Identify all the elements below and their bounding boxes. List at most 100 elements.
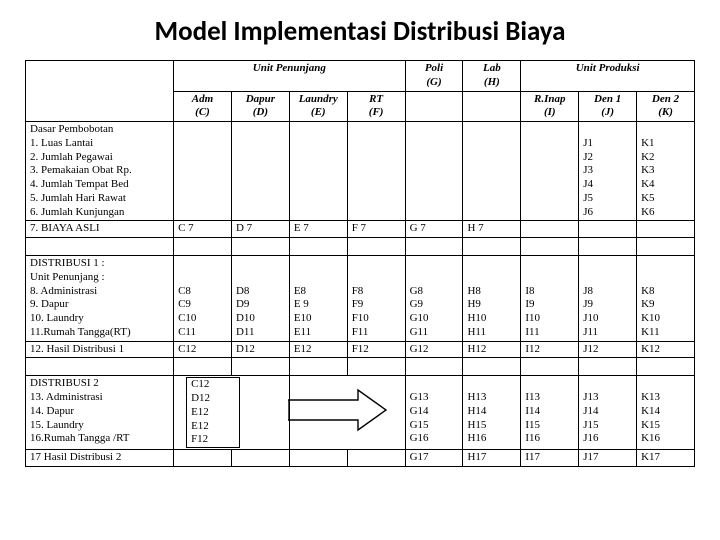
dist2-title: DISTRIBUSI 2 <box>30 377 169 391</box>
cell: F11 <box>352 326 401 340</box>
dasar-row: 4. Jumlah Tempat Bed <box>30 178 169 192</box>
cell: D12 <box>191 392 235 406</box>
dist1-hasil-label: 12. Hasil Distribusi 1 <box>26 341 174 358</box>
cell: C 7 <box>174 221 232 238</box>
cell: I17 <box>521 450 579 467</box>
cell: K5 <box>641 192 690 206</box>
cell: I11 <box>525 326 574 340</box>
page-title: Model Implementasi Distribusi Biaya <box>25 15 695 48</box>
cell: E12 <box>191 406 235 420</box>
dist1-row-label: 9. Dapur <box>30 298 169 312</box>
cell: I12 <box>521 341 579 358</box>
cell: D 7 <box>231 221 289 238</box>
hdr-lab: Lab(H) <box>463 61 521 92</box>
hdr-poli: Poli(G) <box>405 61 463 92</box>
cell: E 7 <box>289 221 347 238</box>
cell: C9 <box>178 298 227 312</box>
dasar-row: 5. Jumlah Hari Rawat <box>30 192 169 206</box>
cell: D10 <box>236 312 285 326</box>
cell: K12 <box>637 341 695 358</box>
cell: J12 <box>579 341 637 358</box>
dist1-title: DISTRIBUSI 1 : <box>30 257 169 271</box>
dist2-row-label: 16.Rumah Tangga /RT <box>30 432 169 446</box>
dasar-row: 2. Jumlah Pegawai <box>30 151 169 165</box>
cell: E11 <box>294 326 343 340</box>
cell: J4 <box>583 178 632 192</box>
cell: E 9 <box>294 298 343 312</box>
cell: F10 <box>352 312 401 326</box>
spacer-row <box>26 238 695 256</box>
hdr-laundry: Laundry(E) <box>289 91 347 122</box>
cell: J16 <box>583 432 632 446</box>
cell: E10 <box>294 312 343 326</box>
group-produksi: Unit Produksi <box>521 61 695 92</box>
cell: H9 <box>467 298 516 312</box>
cell: K6 <box>641 206 690 220</box>
cell: K14 <box>641 405 690 419</box>
cell: E12 <box>289 341 347 358</box>
cell: K1 <box>641 137 690 151</box>
biaya-asli-label: 7. BIAYA ASLI <box>26 221 174 238</box>
cell: F9 <box>352 298 401 312</box>
cell: K13 <box>641 391 690 405</box>
distribution-table: Unit Penunjang Poli(G) Lab(H) Unit Produ… <box>25 60 695 467</box>
cell: C11 <box>178 326 227 340</box>
cell: H14 <box>467 405 516 419</box>
cell: J10 <box>583 312 632 326</box>
cell: G8 <box>410 285 459 299</box>
cell: C8 <box>178 285 227 299</box>
cell: H17 <box>463 450 521 467</box>
cell: H13 <box>467 391 516 405</box>
cell: H12 <box>463 341 521 358</box>
cell: I13 <box>525 391 574 405</box>
cell: G13 <box>410 391 459 405</box>
cell: K16 <box>641 432 690 446</box>
hdr-rinap: R.Inap(I) <box>521 91 579 122</box>
dasar-row: 1. Luas Lantai <box>30 137 169 151</box>
hdr-den1: Den 1(J) <box>579 91 637 122</box>
cell: G 7 <box>405 221 463 238</box>
cell: I9 <box>525 298 574 312</box>
dist2-box: C12 D12 E12 E12 F12 <box>186 377 240 448</box>
cell: D8 <box>236 285 285 299</box>
cell: H10 <box>467 312 516 326</box>
cell: I10 <box>525 312 574 326</box>
cell: G10 <box>410 312 459 326</box>
cell: G12 <box>405 341 463 358</box>
dist2-row-label: 13. Administrasi <box>30 391 169 405</box>
hdr-rt: RT(F) <box>347 91 405 122</box>
dist2-block: DISTRIBUSI 2 13. Administrasi 14. Dapur … <box>26 376 695 450</box>
cell: I16 <box>525 432 574 446</box>
cell: K2 <box>641 151 690 165</box>
cell: J9 <box>583 298 632 312</box>
dist1-row-label: 8. Administrasi <box>30 285 169 299</box>
cell: I8 <box>525 285 574 299</box>
dasar-title: Dasar Pembobotan <box>30 123 169 137</box>
cell: J17 <box>579 450 637 467</box>
cell: I15 <box>525 419 574 433</box>
cell: J15 <box>583 419 632 433</box>
cell: F12 <box>347 341 405 358</box>
cell: F12 <box>191 433 235 447</box>
cell: K15 <box>641 419 690 433</box>
cell: H 7 <box>463 221 521 238</box>
cell: J13 <box>583 391 632 405</box>
cell: C12 <box>191 378 235 392</box>
cell: E8 <box>294 285 343 299</box>
cell: J1 <box>583 137 632 151</box>
cell: J14 <box>583 405 632 419</box>
dasar-block: Dasar Pembobotan 1. Luas Lantai 2. Jumla… <box>26 122 695 221</box>
dasar-row: 3. Pemakaian Obat Rp. <box>30 164 169 178</box>
hdr-dapur: Dapur(D) <box>231 91 289 122</box>
spacer-row <box>26 358 695 376</box>
cell: I14 <box>525 405 574 419</box>
dist1-row-label: 10. Laundry <box>30 312 169 326</box>
cell: J11 <box>583 326 632 340</box>
hdr-den2: Den 2(K) <box>637 91 695 122</box>
cell: E12 <box>191 420 235 434</box>
cell: K9 <box>641 298 690 312</box>
dist2-row-label: 15. Laundry <box>30 419 169 433</box>
cell: J5 <box>583 192 632 206</box>
cell: F8 <box>352 285 401 299</box>
cell: J2 <box>583 151 632 165</box>
